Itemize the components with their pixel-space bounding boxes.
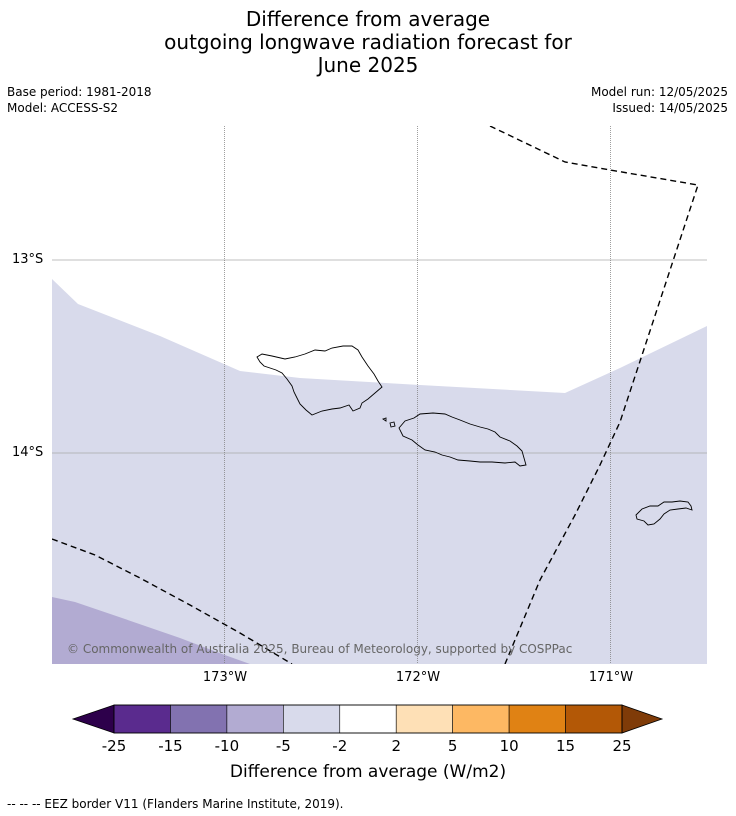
- colorbar-tick: 5: [447, 737, 458, 755]
- colorbar-cell: [113, 704, 171, 734]
- eez-legend: -- -- -- EEZ border V11 (Flanders Marine…: [7, 797, 344, 811]
- eez-border-southwest: [52, 538, 293, 664]
- colorbar-cell: [395, 704, 453, 734]
- island-upolu: [398, 412, 527, 467]
- colorbar-tick: 10: [499, 737, 519, 755]
- colorbar-tick: 2: [391, 737, 401, 755]
- model-run: Model run: 12/05/2025: [590, 85, 728, 99]
- colorbar-cell: [226, 704, 284, 734]
- base-period: Base period: 1981-2018: [7, 85, 152, 99]
- issued-date: Issued: 14/05/2025: [612, 101, 728, 115]
- islet-apolima: [389, 421, 396, 428]
- lon-label-172w: 172°W: [395, 670, 441, 685]
- colorbar-tick: -15: [158, 737, 183, 755]
- colorbar-tick: -5: [275, 737, 291, 755]
- title-line-3: June 2025: [317, 53, 419, 77]
- model-name: Model: ACCESS-S2: [7, 101, 119, 115]
- colorbar: [71, 704, 664, 734]
- colorbar-min-extension: [71, 704, 115, 734]
- lat-label-14s: 14°S: [12, 445, 44, 460]
- island-savaii: [256, 345, 383, 416]
- copyright-notice: © Commonwealth of Australia 2025, Bureau…: [67, 642, 573, 656]
- colorbar-tick: 25: [612, 737, 632, 755]
- colorbar-cell: [170, 704, 228, 734]
- colorbar-cell: [508, 704, 566, 734]
- anomaly-region-light: [52, 279, 707, 664]
- colorbar-tick: 15: [556, 737, 576, 755]
- colorbar-cell: [565, 704, 623, 734]
- chart-title: Difference from average outgoing longwav…: [0, 8, 736, 77]
- title-line-1: Difference from average: [245, 7, 491, 31]
- lon-label-171w: 171°W: [588, 670, 634, 685]
- map-area: [52, 126, 707, 664]
- colorbar-tick: -25: [101, 737, 127, 755]
- colorbar-tick: -10: [214, 737, 240, 755]
- meta-right: Model run: 12/05/2025 Issued: 14/05/2025: [591, 84, 728, 116]
- lat-label-13s: 13°S: [12, 252, 44, 267]
- colorbar-tick: -2: [332, 737, 348, 755]
- meta-left: Base period: 1981-2018 Model: ACCESS-S2: [7, 84, 152, 116]
- lon-label-173w: 173°W: [202, 670, 248, 685]
- title-line-2: outgoing longwave radiation forecast for: [164, 30, 572, 54]
- anomaly-region-medium: [52, 597, 250, 664]
- colorbar-cell: [283, 704, 341, 734]
- colorbar-cell: [452, 704, 510, 734]
- colorbar-frame: [113, 704, 623, 734]
- colorbar-max-extension: [621, 704, 664, 734]
- colorbar-label: Difference from average (W/m2): [229, 762, 507, 782]
- islet-manono: [381, 417, 387, 422]
- colorbar-cells: [113, 704, 623, 734]
- island-tutuila: [635, 500, 693, 526]
- eez-border-east: [489, 126, 699, 664]
- colorbar-cell: [339, 704, 397, 734]
